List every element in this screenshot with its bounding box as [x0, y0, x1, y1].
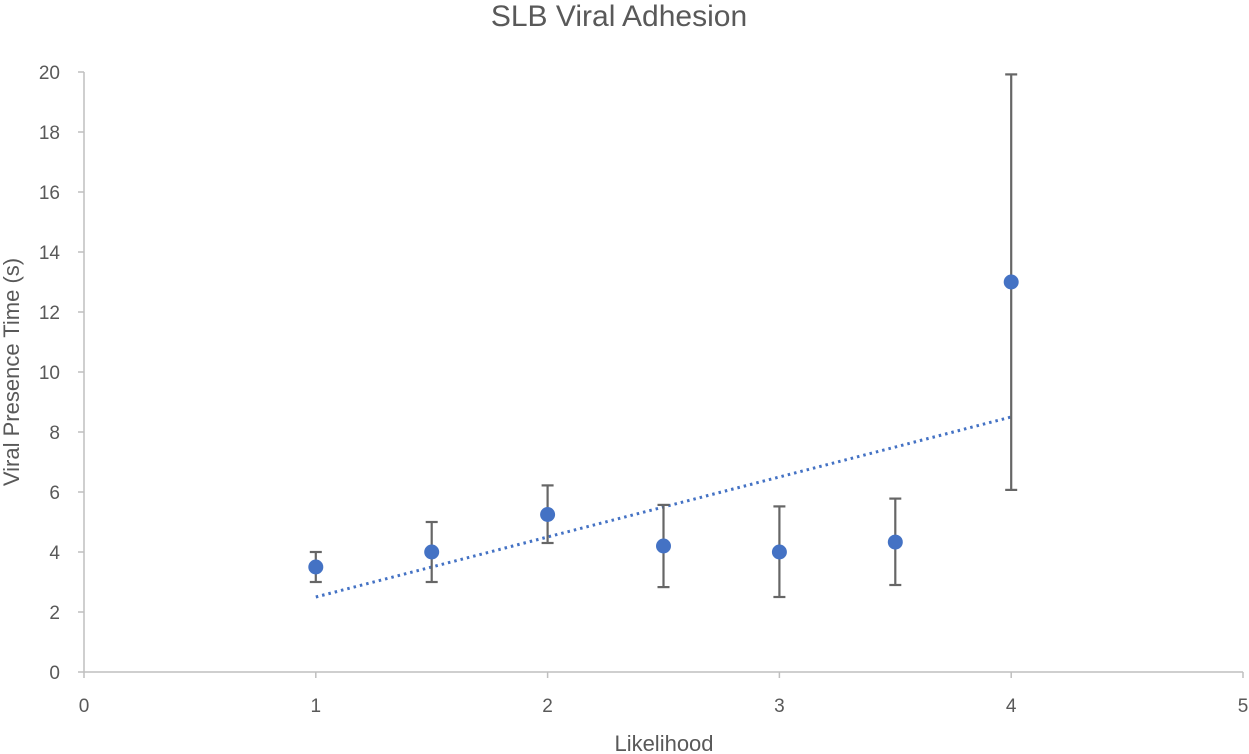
- x-tick-label: 5: [1238, 696, 1249, 717]
- y-tick-label: 14: [39, 243, 61, 264]
- data-point: [1003, 274, 1019, 290]
- data-point: [656, 538, 671, 554]
- data-point: [887, 534, 903, 550]
- x-tick-label: 0: [79, 696, 90, 717]
- y-tick-label: 12: [39, 303, 60, 324]
- y-tick-label: 4: [49, 543, 60, 564]
- x-tick-label: 1: [311, 696, 322, 717]
- y-tick-label: 16: [39, 183, 60, 204]
- data-point: [308, 559, 324, 575]
- y-tick-label: 8: [49, 423, 60, 444]
- y-axis-ticks: 0 2 4 6 8 10 12 14 16 18 20: [39, 63, 84, 684]
- x-tick-label: 4: [1006, 696, 1017, 717]
- error-bars: [309, 73, 1018, 599]
- chart-title: SLB Viral Adhesion: [491, 0, 747, 33]
- x-axis-ticks: 0 1 2 3 4 5: [79, 672, 1249, 717]
- y-tick-label: 18: [39, 123, 60, 144]
- data-point: [424, 544, 440, 560]
- x-tick-label: 3: [774, 696, 785, 717]
- y-tick-label: 6: [49, 483, 60, 504]
- data-point: [771, 544, 787, 560]
- y-tick-label: 20: [39, 63, 60, 84]
- data-points: [308, 274, 1019, 575]
- y-axis-label: Viral Presence Time (s): [0, 258, 24, 486]
- x-tick-label: 2: [542, 696, 553, 717]
- x-axis-label: Likelihood: [614, 731, 713, 754]
- y-tick-label: 10: [39, 363, 60, 384]
- y-tick-label: 0: [49, 663, 60, 684]
- data-point: [540, 507, 556, 522]
- y-tick-label: 2: [49, 603, 60, 624]
